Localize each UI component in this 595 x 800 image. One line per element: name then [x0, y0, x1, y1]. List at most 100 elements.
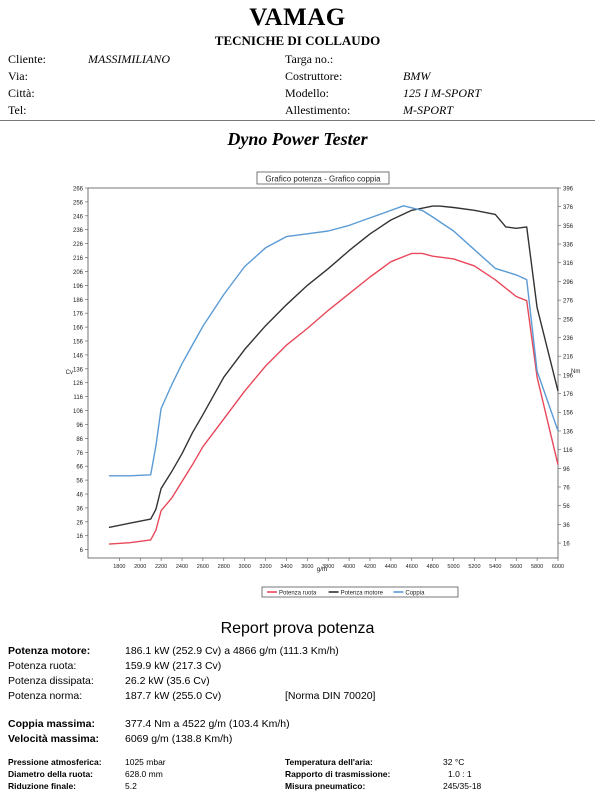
diametro-label: Diametro della ruota: — [8, 769, 94, 779]
potenza-norma-value: 187.7 kW (255.0 Cv) — [125, 690, 222, 702]
legend-box — [261, 586, 459, 598]
x-tick-label: 5200 — [468, 564, 480, 570]
velocita-massima-label: Velocità massima: — [8, 733, 100, 745]
legend-label-1: Potenza motore — [341, 591, 384, 597]
potenza-motore-value: 186.1 kW (252.9 Cv) a 4866 g/m (111.3 Km… — [125, 645, 339, 657]
y-right-tick-label: 396 — [563, 187, 574, 193]
y-right-tick-label: 116 — [563, 448, 573, 454]
y-right-tick-label: 276 — [563, 299, 574, 305]
x-tick-label: 1800 — [113, 564, 125, 570]
y-left-tick-label: 16 — [76, 534, 83, 540]
y-right-tick-label: 76 — [563, 485, 570, 491]
x-tick-label: 4800 — [427, 564, 439, 570]
y-right-tick-label: 376 — [563, 205, 574, 211]
x-tick-label: 5800 — [531, 564, 543, 570]
citta-label: Città: — [8, 86, 35, 100]
y-right-tick-label: 56 — [563, 504, 570, 510]
y-right-tick-label: 316 — [563, 261, 574, 267]
tel-label: Tel: — [8, 103, 27, 117]
y-right-tick-label: 216 — [563, 355, 574, 361]
cliente-label: Cliente: — [8, 52, 46, 66]
potenza-dissipata-label: Potenza dissipata: — [8, 675, 94, 687]
norma-value: [Norma DIN 70020] — [285, 690, 376, 702]
y-right-tick-label: 136 — [563, 429, 574, 435]
y-right-tick-label: 356 — [563, 224, 574, 230]
coppia-massima-value: 377.4 Nm a 4522 g/m (103.4 Km/h) — [125, 718, 290, 730]
y-right-tick-label: 36 — [563, 523, 570, 529]
y-left-tick-label: 116 — [73, 395, 83, 401]
potenza-ruota-value: 159.9 kW (217.3 Cv) — [125, 660, 222, 672]
x-tick-label: 3000 — [239, 564, 251, 570]
dyno-chart: Grafico potenza - Grafico coppia 6 16 26 36 4… — [66, 171, 580, 598]
x-tick-label: 4600 — [406, 564, 418, 570]
x-axis-label: g/m — [317, 566, 328, 573]
series-line-2 — [108, 205, 559, 477]
y-left-tick-label: 226 — [73, 242, 84, 248]
y-right-axis-label: Nm — [571, 369, 580, 375]
y-right-tick-label: 156 — [563, 411, 574, 417]
series-line-0 — [108, 252, 559, 545]
y-left-tick-label: 46 — [76, 493, 83, 499]
series-line-1 — [108, 205, 559, 529]
misura-value: 245/35-18 — [443, 781, 482, 791]
x-tick-label: 4400 — [385, 564, 397, 570]
brand-title: VAMAG — [249, 4, 346, 31]
y-right-tick-label: 296 — [563, 280, 574, 286]
x-tick-label: 5600 — [510, 564, 522, 570]
y-left-tick-label: 256 — [73, 200, 84, 206]
allestimento-label: Allestimento: — [285, 103, 351, 117]
y-left-tick-label: 36 — [76, 506, 83, 512]
rapporto-value: 1.0 : 1 — [448, 769, 472, 779]
potenza-motore-label: Potenza motore: — [8, 645, 91, 657]
y-left-tick-label: 186 — [73, 298, 84, 304]
costruttore-label: Costruttore: — [285, 69, 343, 83]
coppia-massima-label: Coppia massima: — [8, 718, 95, 730]
y-left-axis-label: Cv — [66, 370, 73, 376]
y-left-tick-label: 216 — [73, 256, 84, 262]
y-left-tick-label: 136 — [73, 367, 84, 373]
y-left-tick-label: 106 — [73, 409, 84, 415]
y-left-tick-label: 6 — [80, 548, 84, 554]
x-tick-label: 2000 — [134, 564, 146, 570]
y-left-tick-label: 66 — [76, 465, 83, 471]
y-right-tick-label: 336 — [563, 243, 574, 249]
x-tick-label: 2600 — [197, 564, 209, 570]
velocita-massima-value: 6069 g/m (138.8 Km/h) — [125, 733, 233, 745]
pressione-label: Pressione atmosferica: — [8, 757, 102, 767]
y-left-tick-label: 206 — [73, 270, 84, 276]
y-left-tick-label: 56 — [76, 479, 83, 485]
targa-label: Targa no.: — [285, 52, 334, 66]
potenza-norma-label: Potenza norma: — [8, 690, 83, 702]
y-right-tick-label: 236 — [563, 336, 574, 342]
x-tick-label: 4000 — [343, 564, 355, 570]
x-tick-label: 3200 — [259, 564, 271, 570]
x-tick-label: 2800 — [218, 564, 230, 570]
y-left-tick-label: 236 — [73, 228, 84, 234]
x-tick-label: 5000 — [447, 564, 459, 570]
y-left-tick-label: 266 — [73, 187, 84, 193]
section-title: Dyno Power Tester — [227, 129, 368, 149]
y-right-tick-label: 96 — [563, 467, 570, 473]
modello-label: Modello: — [285, 86, 329, 100]
y-right-tick-label: 196 — [563, 373, 574, 379]
x-tick-label: 2200 — [155, 564, 167, 570]
via-label: Via: — [8, 69, 28, 83]
potenza-ruota-label: Potenza ruota: — [8, 660, 77, 672]
y-left-tick-label: 96 — [76, 423, 83, 429]
x-tick-label: 4200 — [364, 564, 376, 570]
x-tick-label: 3800 — [322, 564, 334, 570]
y-left-tick-label: 26 — [76, 520, 83, 526]
diametro-value: 628.0 mm — [125, 769, 163, 779]
legend-label-2: Coppia — [405, 591, 425, 597]
y-left-tick-label: 76 — [76, 451, 83, 457]
y-left-tick-label: 246 — [73, 214, 84, 220]
y-left-tick-label: 196 — [73, 284, 84, 290]
temperatura-value: 32 °C — [443, 757, 465, 767]
riduzione-value: 5.2 — [125, 781, 137, 791]
x-tick-label: 3400 — [280, 564, 292, 570]
x-tick-label: 5400 — [489, 564, 501, 570]
x-tick-label: 3600 — [301, 564, 313, 570]
y-right-tick-label: 256 — [563, 317, 574, 323]
plot-frame — [87, 187, 559, 559]
costruttore-value: BMW — [403, 69, 431, 83]
